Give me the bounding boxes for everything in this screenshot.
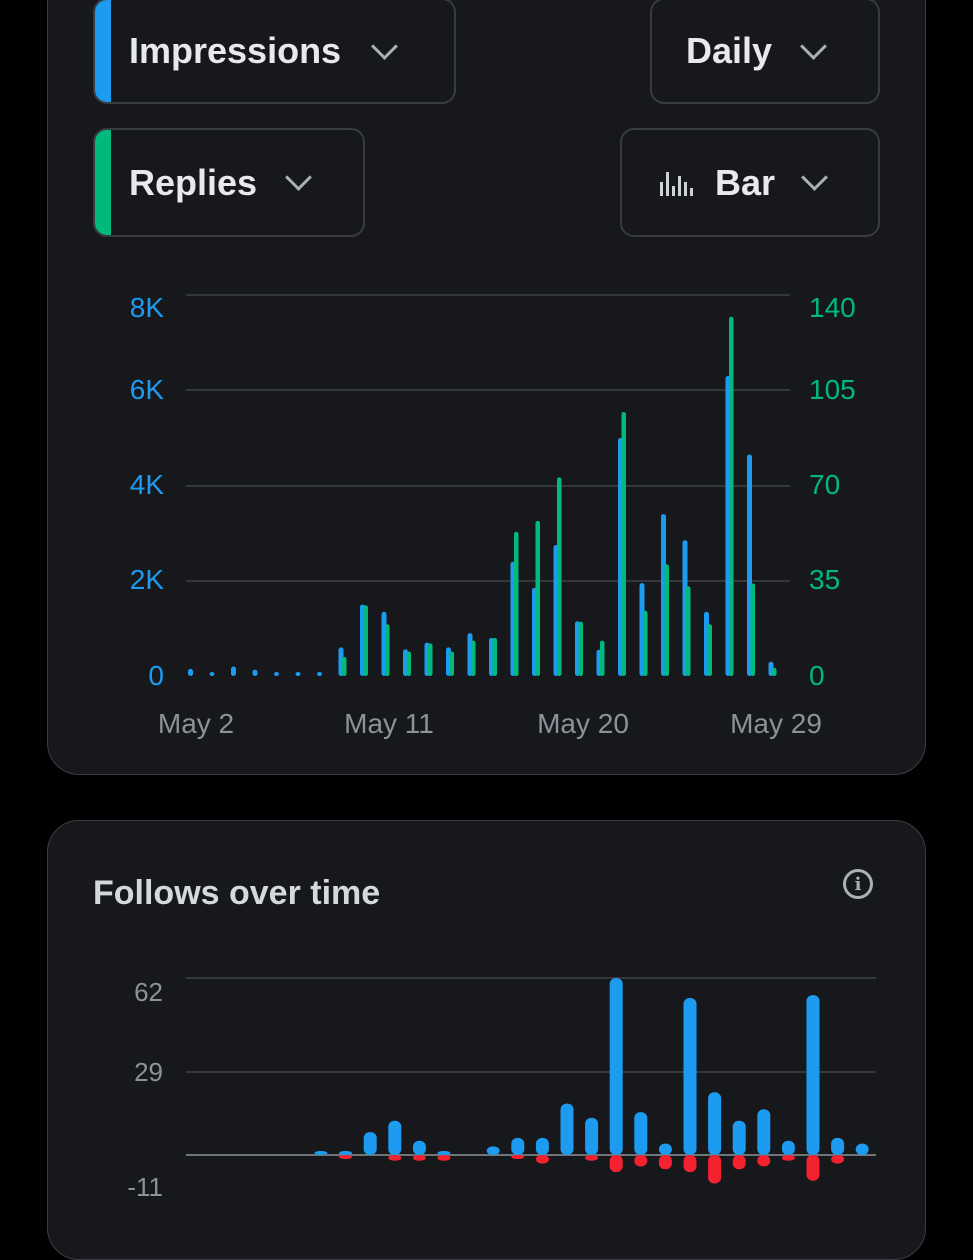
- y-tick: 62: [134, 977, 163, 1007]
- y-left-tick: 8K: [129, 292, 164, 323]
- metric2-dropdown[interactable]: Replies: [93, 128, 365, 237]
- y-left-tick: 6K: [129, 374, 164, 405]
- metric1-color-stripe: [95, 0, 111, 102]
- x-tick-label: May 20: [537, 708, 629, 739]
- chevron-down-icon: [285, 164, 312, 191]
- y-right-tick: 105: [809, 374, 856, 405]
- x-tick-label: May 29: [730, 708, 822, 739]
- metric1-dropdown[interactable]: Impressions: [93, 0, 456, 104]
- chart-type-label: Bar: [715, 161, 776, 203]
- chevron-down-icon: [371, 32, 399, 60]
- y-right-tick: 0: [809, 660, 825, 691]
- interval-label: Daily: [686, 30, 773, 71]
- y-right-tick: 140: [809, 292, 856, 323]
- follows-title: Follows over time: [93, 874, 381, 912]
- y-left-tick: 4K: [129, 469, 164, 500]
- y-tick: -11: [127, 1172, 163, 1202]
- chevron-down-icon: [801, 164, 828, 191]
- metric2-color-stripe: [95, 130, 111, 235]
- y-left-tick: 2K: [129, 564, 164, 595]
- impressions-chart-card: [47, 0, 926, 775]
- x-tick-label: May 11: [344, 708, 434, 739]
- chevron-down-icon: [800, 32, 827, 60]
- y-right-tick: 70: [809, 469, 841, 500]
- info-icon[interactable]: i: [843, 869, 873, 899]
- chart-type-dropdown[interactable]: Bar: [620, 128, 880, 237]
- follows-card: [47, 820, 926, 1260]
- metric1-label: Impressions: [129, 30, 342, 71]
- interval-dropdown[interactable]: Daily: [650, 0, 880, 104]
- y-right-tick: 35: [809, 564, 841, 595]
- y-left-tick: 0: [148, 660, 164, 691]
- bar-chart-icon: [660, 170, 693, 196]
- metric2-label: Replies: [129, 161, 258, 203]
- y-tick: 29: [134, 1057, 163, 1087]
- x-tick-label: May 2: [157, 708, 235, 739]
